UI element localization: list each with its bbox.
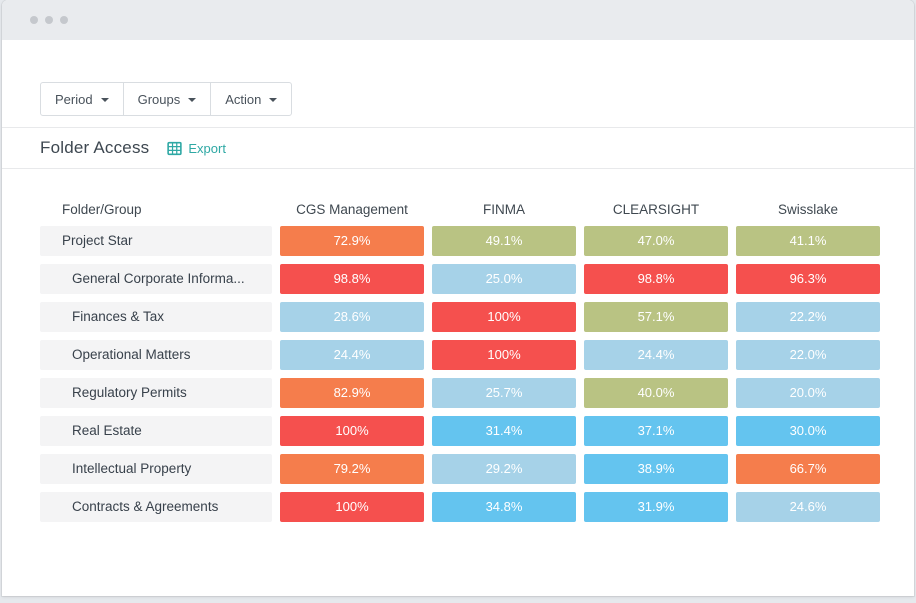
table-row: General Corporate Informa... 98.8% 25.0%… bbox=[40, 264, 880, 294]
action-dropdown-button[interactable]: Action bbox=[210, 82, 293, 116]
percent-cell: 31.9% bbox=[584, 492, 728, 522]
column-header-swisslake: Swisslake bbox=[777, 202, 839, 217]
percent-cell: 82.9% bbox=[280, 378, 424, 408]
export-button[interactable]: Export bbox=[167, 141, 226, 156]
percent-cell: 57.1% bbox=[584, 302, 728, 332]
percent-cell: 47.0% bbox=[584, 226, 728, 256]
export-label: Export bbox=[188, 140, 226, 156]
table-row: Real Estate 100% 31.4% 37.1% 30.0% bbox=[40, 416, 880, 446]
percent-cell: 24.4% bbox=[280, 340, 424, 370]
percent-cell: 38.9% bbox=[584, 454, 728, 484]
percent-cell: 31.4% bbox=[432, 416, 576, 446]
action-button-label: Action bbox=[225, 91, 262, 107]
divider bbox=[2, 168, 914, 169]
folder-label: General Corporate Informa... bbox=[72, 271, 245, 286]
percent-cell: 66.7% bbox=[736, 454, 880, 484]
percent-cell: 25.7% bbox=[432, 378, 576, 408]
folder-label: Real Estate bbox=[72, 423, 142, 438]
window-dot-icon bbox=[30, 16, 38, 24]
folder-label: Regulatory Permits bbox=[72, 385, 187, 400]
percent-cell: 98.8% bbox=[280, 264, 424, 294]
page-title: Folder Access bbox=[40, 138, 150, 157]
toolbar: Period Groups Action bbox=[40, 82, 293, 116]
table-row: Regulatory Permits 82.9% 25.7% 40.0% 20.… bbox=[40, 378, 880, 408]
percent-cell: 98.8% bbox=[584, 264, 728, 294]
window-titlebar bbox=[2, 0, 914, 40]
table-row: Project Star 72.9% 49.1% 47.0% 41.1% bbox=[40, 226, 880, 256]
percent-cell: 49.1% bbox=[432, 226, 576, 256]
percent-cell: 72.9% bbox=[280, 226, 424, 256]
percent-cell: 100% bbox=[280, 416, 424, 446]
table-header-row: Folder/Group CGS Management FINMA CLEARS… bbox=[40, 200, 876, 220]
folder-cell[interactable]: Intellectual Property bbox=[40, 454, 272, 484]
percent-cell: 40.0% bbox=[584, 378, 728, 408]
window-dot-icon bbox=[45, 16, 53, 24]
folder-cell[interactable]: Finances & Tax bbox=[40, 302, 272, 332]
folder-cell[interactable]: Project Star bbox=[40, 226, 272, 256]
percent-cell: 29.2% bbox=[432, 454, 576, 484]
folder-cell[interactable]: Regulatory Permits bbox=[40, 378, 272, 408]
percent-cell: 28.6% bbox=[280, 302, 424, 332]
chevron-down-icon bbox=[269, 97, 278, 102]
table-row: Operational Matters 24.4% 100% 24.4% 22.… bbox=[40, 340, 880, 370]
table-row: Intellectual Property 79.2% 29.2% 38.9% … bbox=[40, 454, 880, 484]
percent-cell: 24.6% bbox=[736, 492, 880, 522]
folder-label: Finances & Tax bbox=[72, 309, 165, 324]
column-header-cgs-management: CGS Management bbox=[296, 202, 408, 217]
column-header-clearsight: CLEARSIGHT bbox=[612, 202, 700, 217]
folder-cell[interactable]: Contracts & Agreements bbox=[40, 492, 272, 522]
folder-label: Intellectual Property bbox=[72, 461, 192, 476]
percent-cell: 79.2% bbox=[280, 454, 424, 484]
window-dot-icon bbox=[60, 16, 68, 24]
percent-cell: 25.0% bbox=[432, 264, 576, 294]
section-header: Folder Access Export bbox=[2, 128, 914, 168]
percent-cell: 34.8% bbox=[432, 492, 576, 522]
period-dropdown-button[interactable]: Period bbox=[40, 82, 124, 116]
folder-label: Contracts & Agreements bbox=[72, 499, 219, 514]
percent-cell: 100% bbox=[432, 340, 576, 370]
folder-access-table: Folder/Group CGS Management FINMA CLEARS… bbox=[40, 200, 880, 522]
percent-cell: 96.3% bbox=[736, 264, 880, 294]
period-button-label: Period bbox=[55, 91, 93, 107]
window-body: Period Groups Action Folder Access bbox=[2, 40, 914, 522]
groups-dropdown-button[interactable]: Groups bbox=[122, 82, 212, 116]
percent-cell: 22.0% bbox=[736, 340, 880, 370]
percent-cell: 30.0% bbox=[736, 416, 880, 446]
groups-button-label: Groups bbox=[137, 91, 181, 107]
folder-label: Project Star bbox=[62, 233, 133, 248]
folder-cell[interactable]: Real Estate bbox=[40, 416, 272, 446]
percent-cell: 37.1% bbox=[584, 416, 728, 446]
column-header-folder-group: Folder/Group bbox=[62, 202, 142, 217]
folder-cell[interactable]: Operational Matters bbox=[40, 340, 272, 370]
chevron-down-icon bbox=[100, 97, 109, 102]
percent-cell: 100% bbox=[432, 302, 576, 332]
chevron-down-icon bbox=[188, 97, 197, 102]
column-header-finma: FINMA bbox=[483, 202, 525, 217]
folder-label: Operational Matters bbox=[72, 347, 191, 362]
table-body: Project Star 72.9% 49.1% 47.0% 41.1% Gen… bbox=[40, 226, 880, 522]
table-row: Finances & Tax 28.6% 100% 57.1% 22.2% bbox=[40, 302, 880, 332]
percent-cell: 22.2% bbox=[736, 302, 880, 332]
table-icon bbox=[167, 141, 183, 155]
percent-cell: 41.1% bbox=[736, 226, 880, 256]
divider bbox=[2, 127, 914, 128]
table-row: Contracts & Agreements 100% 34.8% 31.9% … bbox=[40, 492, 880, 522]
percent-cell: 20.0% bbox=[736, 378, 880, 408]
folder-cell[interactable]: General Corporate Informa... bbox=[40, 264, 272, 294]
percent-cell: 100% bbox=[280, 492, 424, 522]
percent-cell: 24.4% bbox=[584, 340, 728, 370]
